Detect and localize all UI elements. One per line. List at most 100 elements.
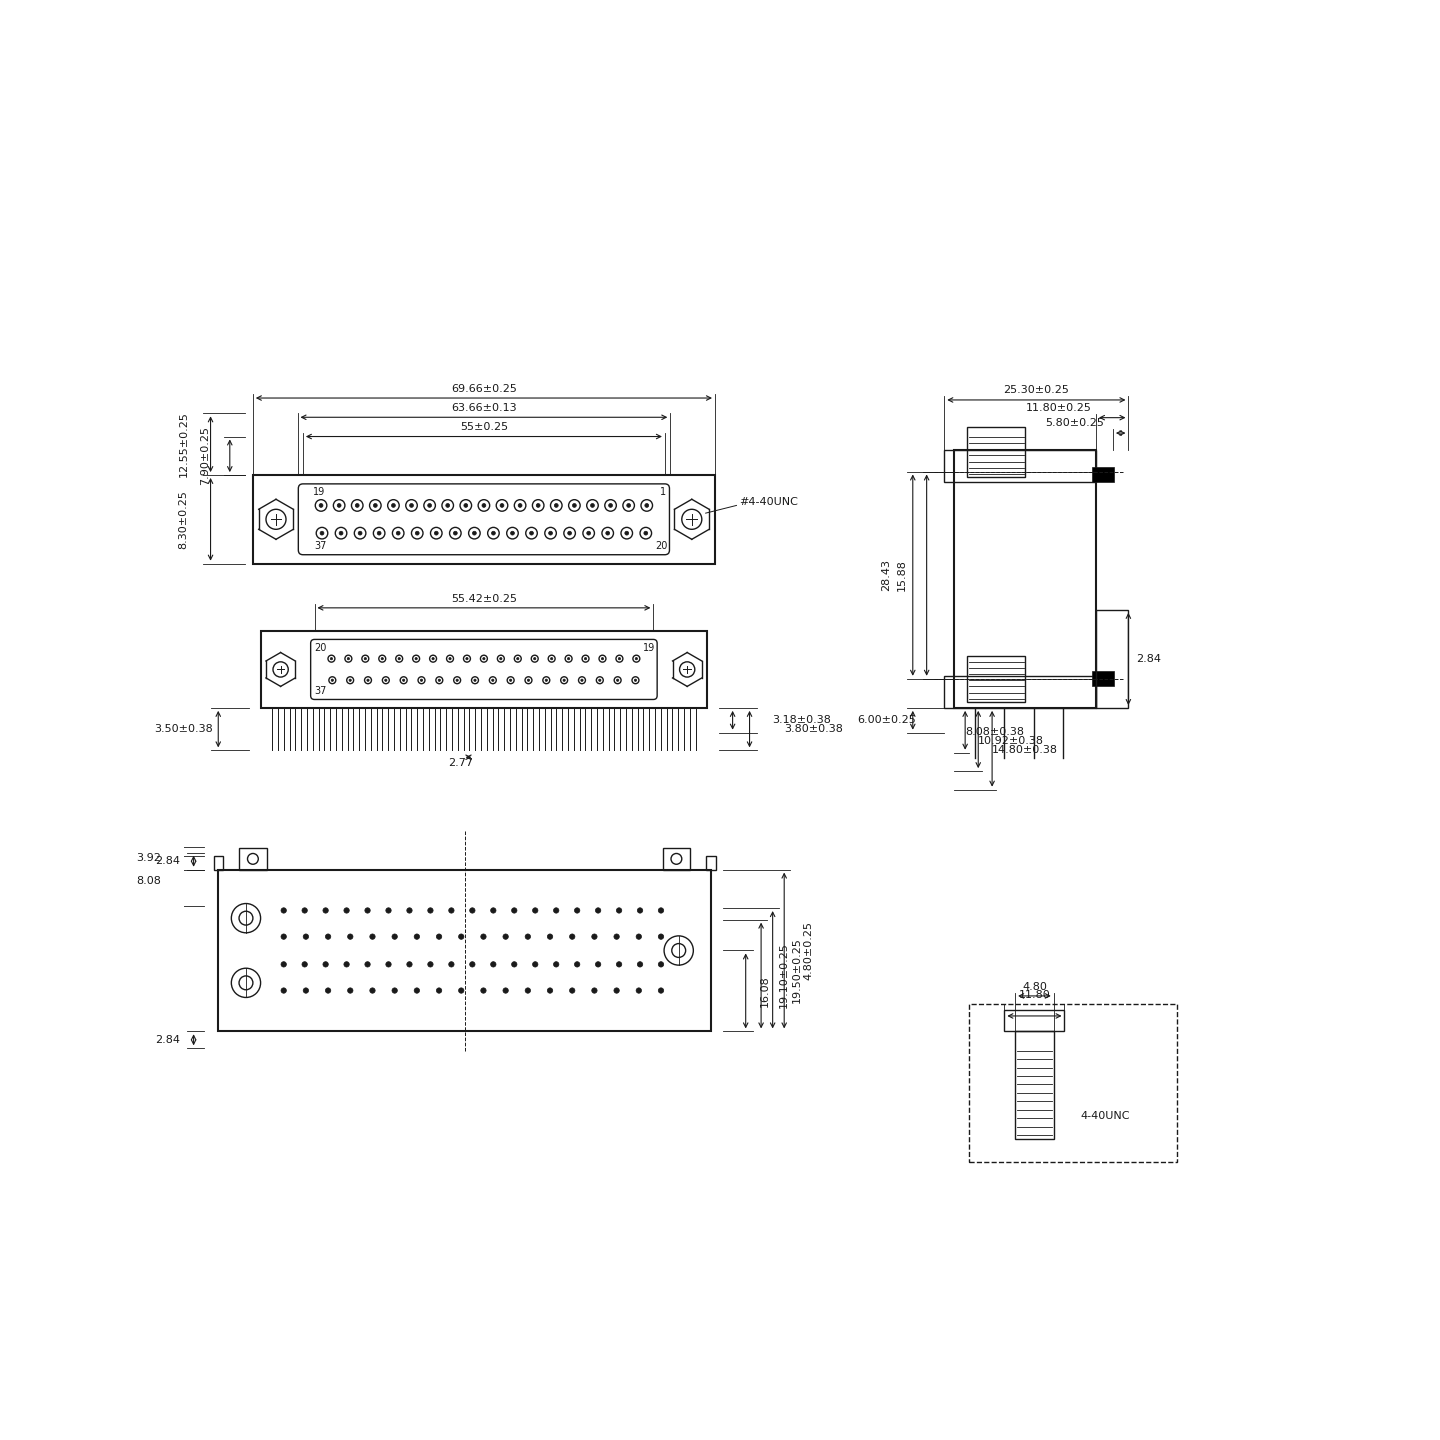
Circle shape: [613, 988, 619, 994]
Circle shape: [435, 531, 438, 536]
Circle shape: [337, 504, 341, 507]
Circle shape: [386, 962, 392, 968]
Circle shape: [330, 658, 333, 660]
Circle shape: [491, 907, 495, 913]
Text: 16.08: 16.08: [760, 975, 770, 1007]
Circle shape: [344, 962, 350, 968]
Text: 20: 20: [655, 541, 667, 552]
Circle shape: [658, 962, 664, 968]
Text: 11.80±0.25: 11.80±0.25: [1027, 403, 1092, 413]
Circle shape: [500, 658, 503, 660]
Circle shape: [432, 658, 435, 660]
Circle shape: [503, 935, 508, 939]
Circle shape: [491, 531, 495, 536]
Circle shape: [325, 988, 331, 994]
Circle shape: [364, 962, 370, 968]
Text: 11.80: 11.80: [1018, 991, 1050, 1001]
Circle shape: [456, 680, 458, 681]
Text: 2.84: 2.84: [156, 1035, 180, 1045]
Circle shape: [436, 935, 442, 939]
Text: 8.30±0.25: 8.30±0.25: [179, 490, 189, 549]
Circle shape: [331, 680, 334, 681]
Circle shape: [348, 680, 351, 681]
Circle shape: [449, 658, 451, 660]
Circle shape: [636, 935, 641, 939]
Circle shape: [482, 658, 485, 660]
Circle shape: [320, 504, 323, 507]
Circle shape: [302, 907, 307, 913]
Circle shape: [370, 988, 376, 994]
Circle shape: [658, 988, 664, 994]
Bar: [1092, 671, 1113, 687]
Circle shape: [580, 680, 583, 681]
Text: 55.42±0.25: 55.42±0.25: [451, 593, 517, 603]
Circle shape: [415, 935, 419, 939]
Text: 63.66±0.13: 63.66±0.13: [451, 403, 517, 413]
Circle shape: [595, 962, 600, 968]
Text: 3.18±0.38: 3.18±0.38: [773, 716, 831, 726]
Circle shape: [449, 907, 454, 913]
Circle shape: [547, 935, 553, 939]
Circle shape: [438, 680, 441, 681]
Bar: [945, 449, 1096, 482]
Circle shape: [428, 907, 433, 913]
Circle shape: [550, 658, 553, 660]
Circle shape: [377, 531, 382, 536]
Circle shape: [592, 935, 598, 939]
Circle shape: [465, 658, 468, 660]
Circle shape: [511, 962, 517, 968]
Bar: [253, 475, 714, 563]
Circle shape: [409, 504, 413, 507]
Circle shape: [567, 658, 570, 660]
Circle shape: [491, 680, 494, 681]
Text: 3.50±0.38: 3.50±0.38: [154, 724, 213, 734]
Bar: [968, 655, 1025, 701]
Circle shape: [281, 935, 287, 939]
Circle shape: [635, 658, 638, 660]
Circle shape: [638, 907, 642, 913]
Circle shape: [595, 907, 600, 913]
Circle shape: [626, 504, 631, 507]
Circle shape: [570, 935, 575, 939]
Circle shape: [469, 962, 475, 968]
Circle shape: [553, 907, 559, 913]
Circle shape: [396, 531, 400, 536]
Text: 15.88: 15.88: [897, 559, 907, 590]
Circle shape: [420, 680, 423, 681]
Circle shape: [599, 680, 600, 681]
Circle shape: [397, 658, 400, 660]
Text: 55±0.25: 55±0.25: [459, 422, 508, 432]
Text: 25.30±0.25: 25.30±0.25: [1004, 384, 1070, 395]
Circle shape: [338, 531, 343, 536]
Circle shape: [526, 988, 530, 994]
Circle shape: [347, 988, 353, 994]
Text: 6.00±0.25: 6.00±0.25: [857, 716, 916, 726]
Circle shape: [606, 531, 609, 536]
Circle shape: [570, 988, 575, 994]
Bar: [1092, 467, 1113, 482]
Text: 8.08±0.38: 8.08±0.38: [965, 727, 1024, 737]
Circle shape: [347, 935, 353, 939]
Circle shape: [554, 504, 559, 507]
Text: 37: 37: [314, 541, 327, 552]
Circle shape: [464, 504, 468, 507]
Circle shape: [546, 680, 547, 681]
Bar: [953, 449, 1096, 708]
Bar: [219, 870, 711, 1031]
Text: 28.43: 28.43: [881, 559, 891, 592]
Circle shape: [344, 907, 350, 913]
Circle shape: [304, 988, 308, 994]
Text: 2.84: 2.84: [1136, 654, 1161, 664]
Circle shape: [364, 658, 366, 660]
Circle shape: [592, 988, 598, 994]
Circle shape: [602, 658, 603, 660]
Text: 19: 19: [644, 642, 655, 652]
Circle shape: [503, 988, 508, 994]
Circle shape: [356, 504, 359, 507]
Circle shape: [616, 962, 622, 968]
Circle shape: [573, 504, 576, 507]
Circle shape: [392, 935, 397, 939]
Circle shape: [428, 962, 433, 968]
Circle shape: [428, 504, 432, 507]
Circle shape: [549, 531, 553, 536]
